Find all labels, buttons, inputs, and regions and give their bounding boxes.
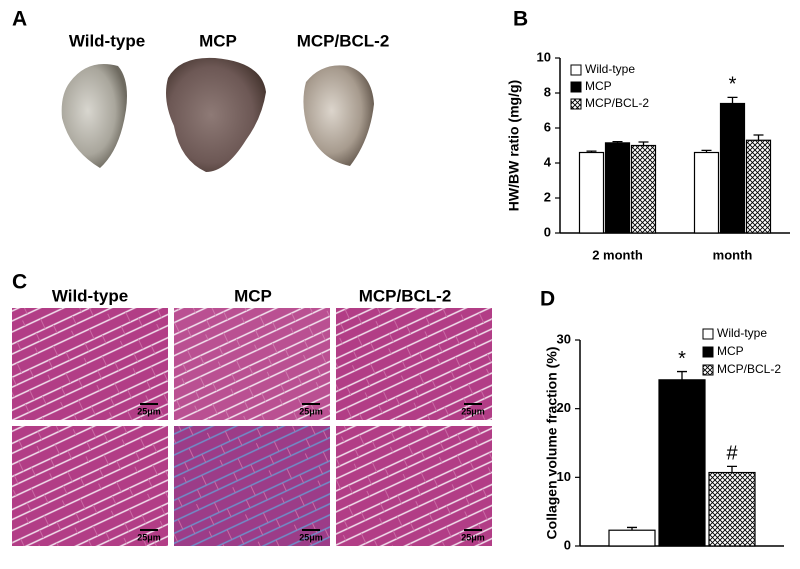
histology-image [336,308,492,420]
legend-label: Wild-type [717,326,767,340]
legend-swatch [702,364,714,376]
error-bar [586,150,597,153]
scale-bar-label: 25μm [299,532,323,542]
legend-label: MCP/BCL-2 [717,362,781,376]
error-bar [727,96,738,104]
y-axis-label: HW/BW ratio (mg/g) [506,80,522,211]
bar [578,151,605,234]
histology-image [12,308,168,420]
legend-swatch [702,346,714,358]
annotation: * [678,348,686,370]
heart-photo [61,64,127,168]
annotation: # [726,443,738,465]
x-tick-label: 2 month [592,247,643,262]
bar [745,139,772,234]
error-bar [627,526,637,531]
legend-swatch [570,81,582,93]
bar [604,142,631,234]
y-tick-label: 30 [557,331,571,346]
scale-bar-label: 25μm [299,406,323,416]
histology-image [336,426,492,546]
histology-image [174,308,330,420]
bar [719,102,746,234]
y-tick-label: 10 [557,469,571,484]
legend-swatch [570,64,582,76]
x-tick-label: month [713,247,753,262]
error-bar [701,149,712,153]
legend-swatch [702,328,714,340]
scale-bar-label: 25μm [461,406,485,416]
scale-bar-label: 25μm [137,532,161,542]
heart-label: MCP [199,31,237,50]
histology-label: MCP/BCL-2 [359,286,452,305]
bar [608,529,656,547]
panel-label: D [540,288,555,311]
y-tick-label: 10 [537,49,551,64]
heart-photo [303,65,374,166]
annotation: * [729,74,737,96]
bar [708,471,756,547]
scale-bar-label: 25μm [461,532,485,542]
heart-label: Wild-type [69,31,145,50]
heart-label: MCP/BCL-2 [297,31,390,50]
bar [658,379,706,547]
histology-grid [12,308,492,546]
legend-label: Wild-type [585,62,635,76]
error-bar [612,141,623,143]
y-tick-label: 0 [544,224,551,239]
y-tick-label: 20 [557,400,571,415]
histology-label: Wild-type [52,286,128,305]
error-bar [638,141,649,146]
panel-label: A [12,8,27,31]
y-tick-label: 6 [544,119,551,134]
scale-bars: 25μm 25μm 25μm 25μm 25μm 25μm [137,403,485,542]
legend-label: MCP/BCL-2 [585,96,649,110]
bar [630,144,657,234]
histology-image [174,426,330,546]
panel-label: C [12,271,27,294]
histology-image [12,426,168,546]
y-tick-label: 0 [564,537,571,552]
bar [693,151,720,234]
legend-label: MCP [717,344,744,358]
y-tick-label: 8 [544,84,551,99]
heart-photo [166,57,266,173]
y-axis-label: Collagen volume fraction (%) [544,347,560,540]
error-bar [753,134,764,141]
error-bar [677,370,687,380]
legend-label: MCP [585,79,612,93]
error-bar [727,465,737,473]
panel-label: B [513,8,528,31]
legend-swatch [570,98,582,110]
histology-label: MCP [234,286,272,305]
scale-bar-label: 25μm [137,406,161,416]
y-tick-label: 2 [544,189,551,204]
y-tick-label: 4 [544,154,552,169]
